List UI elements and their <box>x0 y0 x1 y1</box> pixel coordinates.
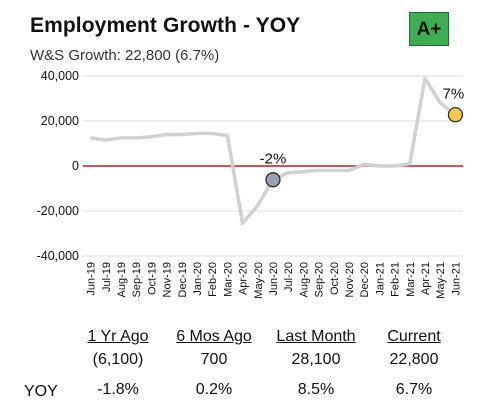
y-tick-label: 20,000 <box>41 114 79 128</box>
x-tick-label: Dec-19 <box>177 262 189 297</box>
y-tick-label: 40,000 <box>41 69 79 83</box>
x-tick-label: Jun-20 <box>268 262 280 296</box>
x-tick-label: Nov-20 <box>344 262 356 297</box>
grid-lines <box>83 75 463 257</box>
x-tick-label: Feb-20 <box>207 262 219 297</box>
x-tick-label: Nov-19 <box>162 262 174 297</box>
x-tick-label: Oct-19 <box>146 262 158 295</box>
highlight-point <box>447 107 463 123</box>
x-tick-label: Jan-20 <box>192 262 204 296</box>
stats-header: 6 Mos Ago <box>176 328 252 345</box>
annotations: -2% 7% <box>260 86 465 188</box>
stats-col-1yr: 1 Yr Ago (6,100) -1.8% <box>70 328 166 399</box>
y-tick-label: 0 <box>72 159 79 173</box>
y-tick-label: -40,000 <box>37 249 79 263</box>
stats-yoy: -1.8% <box>97 381 139 398</box>
x-tick-label: Jun-21 <box>450 262 462 296</box>
x-axis-ticks: Jun-19 Jul-19 Aug-19 Sep-19 Oct-19 Nov-19 Dec-… <box>86 262 463 299</box>
chart-subtitle: W&S Growth: 22,800 (6.7%) <box>30 47 220 64</box>
stats-yoy: 6.7% <box>395 381 433 398</box>
x-tick-label: Oct-20 <box>329 262 341 295</box>
stats-header: Current <box>387 328 441 345</box>
stats-value: 22,800 <box>389 351 439 368</box>
stats-value: 700 <box>200 351 228 368</box>
highlight-point <box>265 172 281 188</box>
y-axis-ticks: 40,000 20,000 0 -20,000 -40,000 <box>37 69 79 263</box>
x-tick-label: Feb-21 <box>390 262 402 297</box>
x-tick-label: Mar-21 <box>405 262 417 297</box>
x-tick-label: Dec-20 <box>359 262 371 297</box>
x-tick-label: May-20 <box>253 262 265 299</box>
stats-row-label: YOY <box>24 383 58 400</box>
x-tick-label: Jul-19 <box>101 262 113 292</box>
x-tick-label: Aug-20 <box>298 262 310 297</box>
x-tick-label: Sep-20 <box>314 262 326 297</box>
highlight-label: 7% <box>443 86 465 103</box>
x-tick-label: Jan-21 <box>374 262 386 296</box>
x-tick-label: Aug-19 <box>116 262 128 297</box>
chart-title: Employment Growth - YOY <box>30 14 301 37</box>
stats-value: 28,100 <box>291 351 341 368</box>
stats-header: 1 Yr Ago <box>87 328 149 345</box>
stats-value: (6,100) <box>92 351 144 368</box>
highlight-label: -2% <box>260 151 287 168</box>
x-tick-label: Mar-20 <box>222 262 234 297</box>
x-tick-label: Jun-19 <box>86 262 98 296</box>
stats-yoy: 0.2% <box>195 381 233 398</box>
x-tick-label: Apr-21 <box>420 262 432 295</box>
x-tick-label: May-21 <box>435 262 447 299</box>
stats-col-current: Current 22,800 6.7% <box>370 328 458 399</box>
stats-col-last-month: Last Month 28,100 8.5% <box>262 328 370 399</box>
stats-yoy: 8.5% <box>297 381 335 398</box>
stats-header: Last Month <box>276 328 356 345</box>
x-tick-label: Apr-20 <box>238 262 250 295</box>
stats-col-6mo: 6 Mos Ago 700 0.2% <box>166 328 262 399</box>
x-tick-label: Jul-20 <box>283 262 295 292</box>
y-tick-label: -20,000 <box>37 204 79 218</box>
x-tick-label: Sep-19 <box>131 262 143 297</box>
grade-badge: A+ <box>409 12 449 46</box>
line-chart: 40,000 20,000 0 -20,000 -40,000 Jun-19 Jul-19… <box>37 69 465 299</box>
